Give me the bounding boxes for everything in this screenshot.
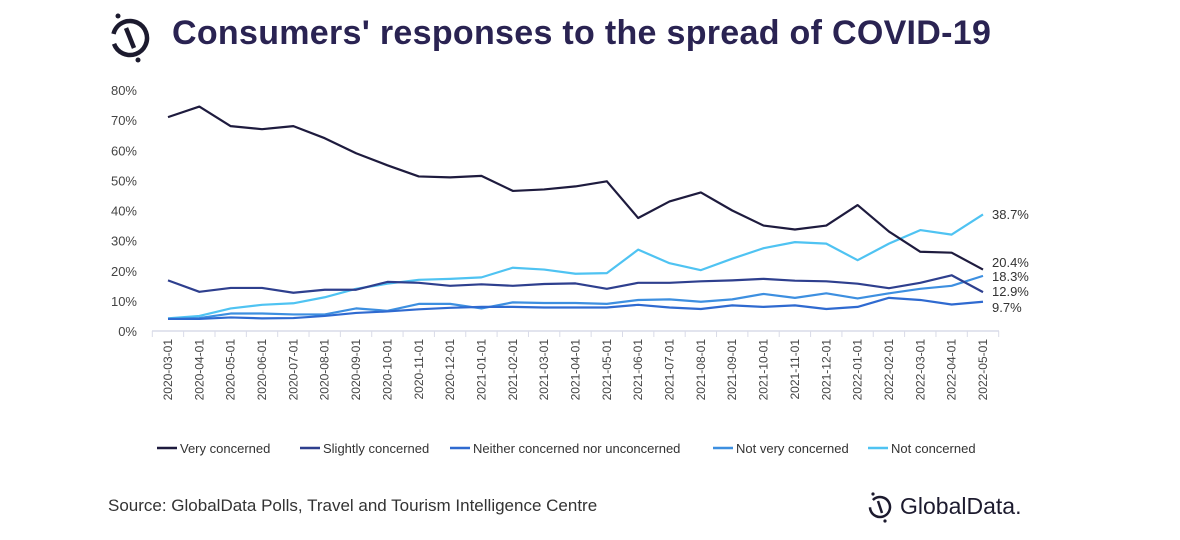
y-tick-label: 40% — [111, 204, 137, 219]
x-tick-label: 2020-12-01 — [443, 339, 457, 401]
series-line-not-concerned — [167, 213, 984, 320]
end-value-label: 18.3% — [992, 269, 1029, 284]
x-tick-label: 2020-11-01 — [412, 339, 426, 400]
legend: Very concerned Slightly concerned Neither … — [157, 441, 976, 456]
legend-label: Not concerned — [891, 441, 976, 456]
x-tick-label: 2020-03-01 — [161, 339, 175, 401]
brand-logo-icon — [868, 492, 892, 523]
x-tick-label: 2021-09-01 — [725, 339, 739, 401]
x-tick-label: 2021-05-01 — [600, 339, 614, 401]
x-tick-label: 2022-02-01 — [882, 339, 896, 401]
x-tick-label: 2021-01-01 — [474, 339, 488, 401]
series-line-not-very-concerned — [167, 274, 984, 321]
y-tick-label: 50% — [111, 173, 137, 188]
x-tick-label: 2020-08-01 — [318, 339, 332, 401]
globaldata-logo-icon — [110, 13, 150, 63]
x-tick-label: 2021-07-01 — [663, 339, 677, 401]
legend-label: Slightly concerned — [323, 441, 429, 456]
x-tick-label: 2022-04-01 — [945, 339, 959, 401]
x-tick-label: 2020-05-01 — [224, 339, 238, 401]
legend-label: Neither concerned nor unconcerned — [473, 441, 680, 456]
x-tick-label: 2020-04-01 — [192, 339, 206, 401]
end-value-label: 12.9% — [992, 284, 1029, 299]
x-tick-label: 2021-02-01 — [506, 339, 520, 401]
y-tick-label: 70% — [111, 113, 137, 128]
y-tick-label: 20% — [111, 264, 137, 279]
series-line-neither-concerned-nor-unconcerned — [168, 296, 984, 321]
x-tick-label: 2022-03-01 — [913, 339, 927, 401]
x-tick-label: 2021-06-01 — [631, 339, 645, 401]
x-tick-label: 2020-10-01 — [380, 339, 394, 401]
series-line-slightly-concerned — [167, 274, 984, 294]
end-value-label: 9.7% — [992, 300, 1022, 315]
y-tick-label: 30% — [111, 234, 137, 249]
x-tick-label: 2021-11-01 — [788, 339, 802, 400]
x-tick-label: 2021-12-01 — [819, 339, 833, 401]
y-tick-label: 0% — [118, 324, 137, 339]
x-tick-label: 2020-06-01 — [255, 339, 269, 401]
source-note: Source: GlobalData Polls, Travel and Tou… — [108, 496, 598, 515]
end-value-label: 38.7% — [992, 207, 1029, 222]
x-tick-label: 2021-03-01 — [537, 339, 551, 401]
x-tick-label: 2020-09-01 — [349, 339, 363, 401]
y-tick-label: 10% — [111, 294, 137, 309]
x-tick-label: 2022-01-01 — [851, 339, 865, 401]
labels: 20.4% 12.9%9.7% 18.3% 38.7% — [992, 207, 1029, 315]
x-tick-label: 2021-08-01 — [694, 339, 708, 401]
series-line-very-concerned — [167, 105, 984, 271]
legend-label: Not very concerned — [736, 441, 849, 456]
series-lines — [167, 105, 984, 321]
brand-name: GlobalData. — [900, 493, 1022, 519]
legend-label: Very concerned — [180, 441, 270, 456]
page-title: Consumers' responses to the spread of CO… — [172, 14, 992, 52]
x-tick-label: 2020-07-01 — [286, 339, 300, 401]
y-tick-label: 80% — [111, 83, 137, 98]
y-tick-label: 60% — [111, 143, 137, 158]
end-value-label: 20.4% — [992, 255, 1029, 270]
x-tick-label: 2021-04-01 — [569, 339, 583, 401]
x-tick-label: 2021-10-01 — [757, 339, 771, 401]
axes: 0% 10% 20% 30% 40% 50% 60% 70% 80% 2020-03-01 2020… — [111, 83, 1000, 401]
x-tick-label: 2022-05-01 — [976, 339, 990, 401]
